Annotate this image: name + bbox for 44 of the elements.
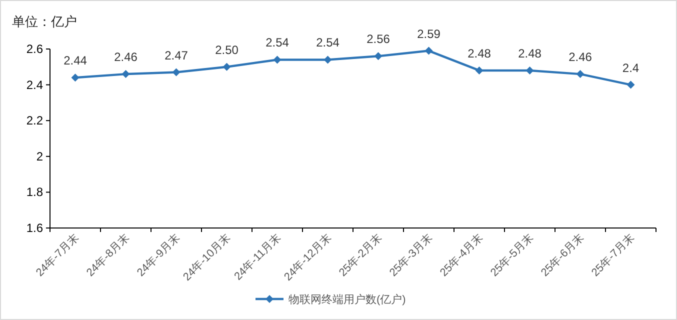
data-label: 2.48	[468, 46, 492, 60]
data-label: 2.59	[417, 26, 441, 41]
x-tick-label: 24年-8月末	[84, 230, 132, 280]
x-tick-label: 25年-3月末	[386, 230, 435, 280]
data-label: 2.44	[64, 54, 88, 68]
x-tick-label: 25年-7月末	[588, 230, 637, 280]
point	[122, 70, 130, 78]
y-tick-label: 2.6	[26, 42, 44, 56]
data-label: 2.50	[215, 42, 239, 57]
point	[424, 46, 433, 55]
data-label: 2.54	[316, 36, 340, 50]
data-label: 2.54	[266, 36, 290, 50]
x-tick-label: 25年-6月末	[538, 230, 586, 280]
data-label: 2.46	[114, 50, 138, 64]
data-label: 2.4	[622, 60, 640, 75]
point	[273, 56, 282, 64]
point	[71, 74, 80, 82]
data-label: 2.48	[518, 46, 542, 60]
y-axis-title: 单位：亿户	[12, 14, 77, 29]
x-tick-label: 24年-10月末	[180, 230, 233, 284]
x-tick-label: 25年-5月末	[488, 230, 536, 280]
point	[576, 70, 584, 78]
point	[526, 66, 534, 74]
data-label: 2.46	[568, 50, 592, 64]
y-tick-label: 2	[36, 149, 44, 164]
legend-label: 物联网终端用户数(亿户)	[288, 293, 406, 306]
x-tick-label: 25年-2月末	[336, 230, 384, 280]
legend: 物联网终端用户数(亿户)	[256, 294, 406, 306]
point	[222, 62, 231, 71]
y-tick-label: 1.6	[26, 221, 44, 235]
y-tick-label: 2.2	[26, 114, 44, 128]
data-label: 2.47	[164, 48, 188, 62]
point	[475, 66, 484, 74]
point	[172, 68, 180, 76]
point	[324, 56, 332, 64]
x-tick-label: 24年-12月末	[281, 230, 334, 284]
x-tick-label: 24年-9月末	[134, 230, 182, 280]
x-tick-label: 24年-11月末	[232, 230, 284, 283]
x-tick-label: 25年-4月末	[437, 230, 486, 280]
y-tick-label: 1.8	[26, 185, 44, 200]
point	[626, 80, 635, 89]
point	[374, 52, 382, 60]
data-label: 2.56	[366, 32, 390, 46]
y-tick-label: 2.4	[26, 78, 44, 92]
